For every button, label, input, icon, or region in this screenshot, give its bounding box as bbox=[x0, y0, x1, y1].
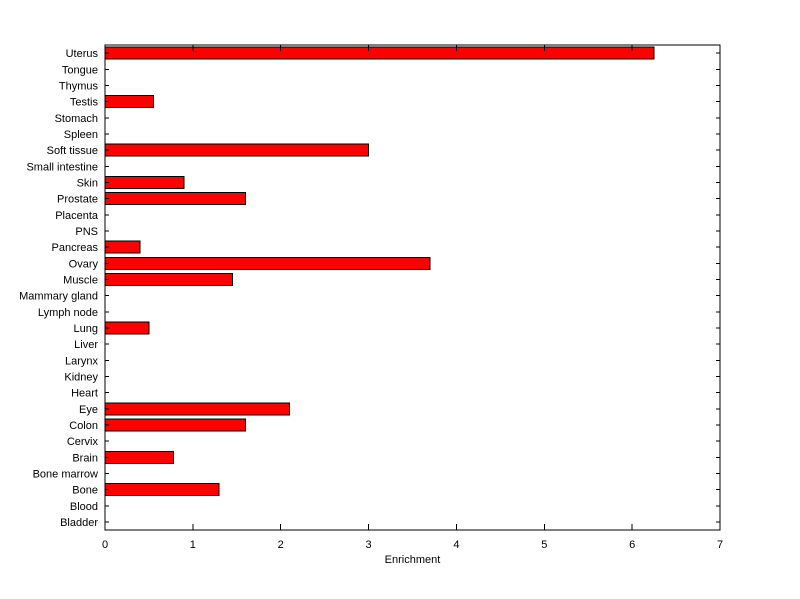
bar-muscle bbox=[104, 272, 233, 286]
bar-ovary bbox=[104, 256, 431, 270]
y-category-label-prostate: Prostate bbox=[57, 194, 98, 206]
bar-lung bbox=[104, 321, 150, 335]
x-tick-label: 6 bbox=[629, 539, 635, 551]
y-category-label-placenta: Placenta bbox=[55, 210, 99, 222]
y-category-label-stomach: Stomach bbox=[55, 113, 98, 125]
y-category-label-pns: PNS bbox=[75, 226, 98, 238]
bar-prostate bbox=[104, 192, 247, 206]
y-category-label-tongue: Tongue bbox=[62, 64, 98, 76]
y-category-label-blood: Blood bbox=[70, 501, 98, 513]
y-category-label-mammary-gland: Mammary gland bbox=[19, 291, 98, 303]
x-tick-label: 1 bbox=[190, 539, 196, 551]
y-category-label-lymph-node: Lymph node bbox=[38, 307, 98, 319]
bar-soft-tissue bbox=[104, 143, 370, 157]
y-category-label-spleen: Spleen bbox=[64, 129, 98, 141]
y-category-label-bone: Bone bbox=[72, 485, 98, 497]
plot-border bbox=[104, 44, 721, 531]
y-category-label-lung: Lung bbox=[74, 323, 98, 335]
y-category-label-bladder: Bladder bbox=[60, 517, 98, 529]
y-category-label-thymus: Thymus bbox=[59, 80, 99, 92]
x-tick-label: 4 bbox=[453, 539, 459, 551]
y-category-label-larynx: Larynx bbox=[65, 355, 99, 367]
y-category-label-soft-tissue: Soft tissue bbox=[47, 145, 98, 157]
x-tick-label: 2 bbox=[278, 539, 284, 551]
bar-skin bbox=[104, 175, 185, 189]
y-category-label-uterus: Uterus bbox=[66, 48, 99, 60]
bar-colon bbox=[104, 418, 247, 432]
y-category-label-skin: Skin bbox=[77, 177, 98, 189]
y-category-label-cervix: Cervix bbox=[67, 436, 99, 448]
y-category-label-muscle: Muscle bbox=[63, 274, 98, 286]
x-tick-label: 7 bbox=[717, 539, 723, 551]
y-category-label-ovary: Ovary bbox=[69, 258, 99, 270]
y-category-label-small-intestine: Small intestine bbox=[26, 161, 98, 173]
y-category-label-brain: Brain bbox=[72, 452, 98, 464]
x-tick-label: 0 bbox=[102, 539, 108, 551]
y-category-label-kidney: Kidney bbox=[64, 371, 98, 383]
bar-pancreas bbox=[104, 240, 141, 254]
x-tick-label: 5 bbox=[541, 539, 547, 551]
y-category-label-bone-marrow: Bone marrow bbox=[33, 468, 98, 480]
bar-testis bbox=[104, 95, 154, 109]
bar-brain bbox=[104, 450, 174, 464]
bar-uterus bbox=[104, 46, 655, 60]
y-category-label-colon: Colon bbox=[69, 420, 98, 432]
bar-eye bbox=[104, 402, 290, 416]
bar-bone bbox=[104, 483, 220, 497]
y-category-label-testis: Testis bbox=[70, 97, 99, 109]
y-category-label-pancreas: Pancreas bbox=[52, 242, 99, 254]
x-tick-label: 3 bbox=[366, 539, 372, 551]
y-category-label-heart: Heart bbox=[71, 388, 98, 400]
y-category-label-eye: Eye bbox=[79, 404, 98, 416]
x-axis-label: Enrichment bbox=[384, 554, 441, 566]
y-category-label-liver: Liver bbox=[74, 339, 98, 351]
